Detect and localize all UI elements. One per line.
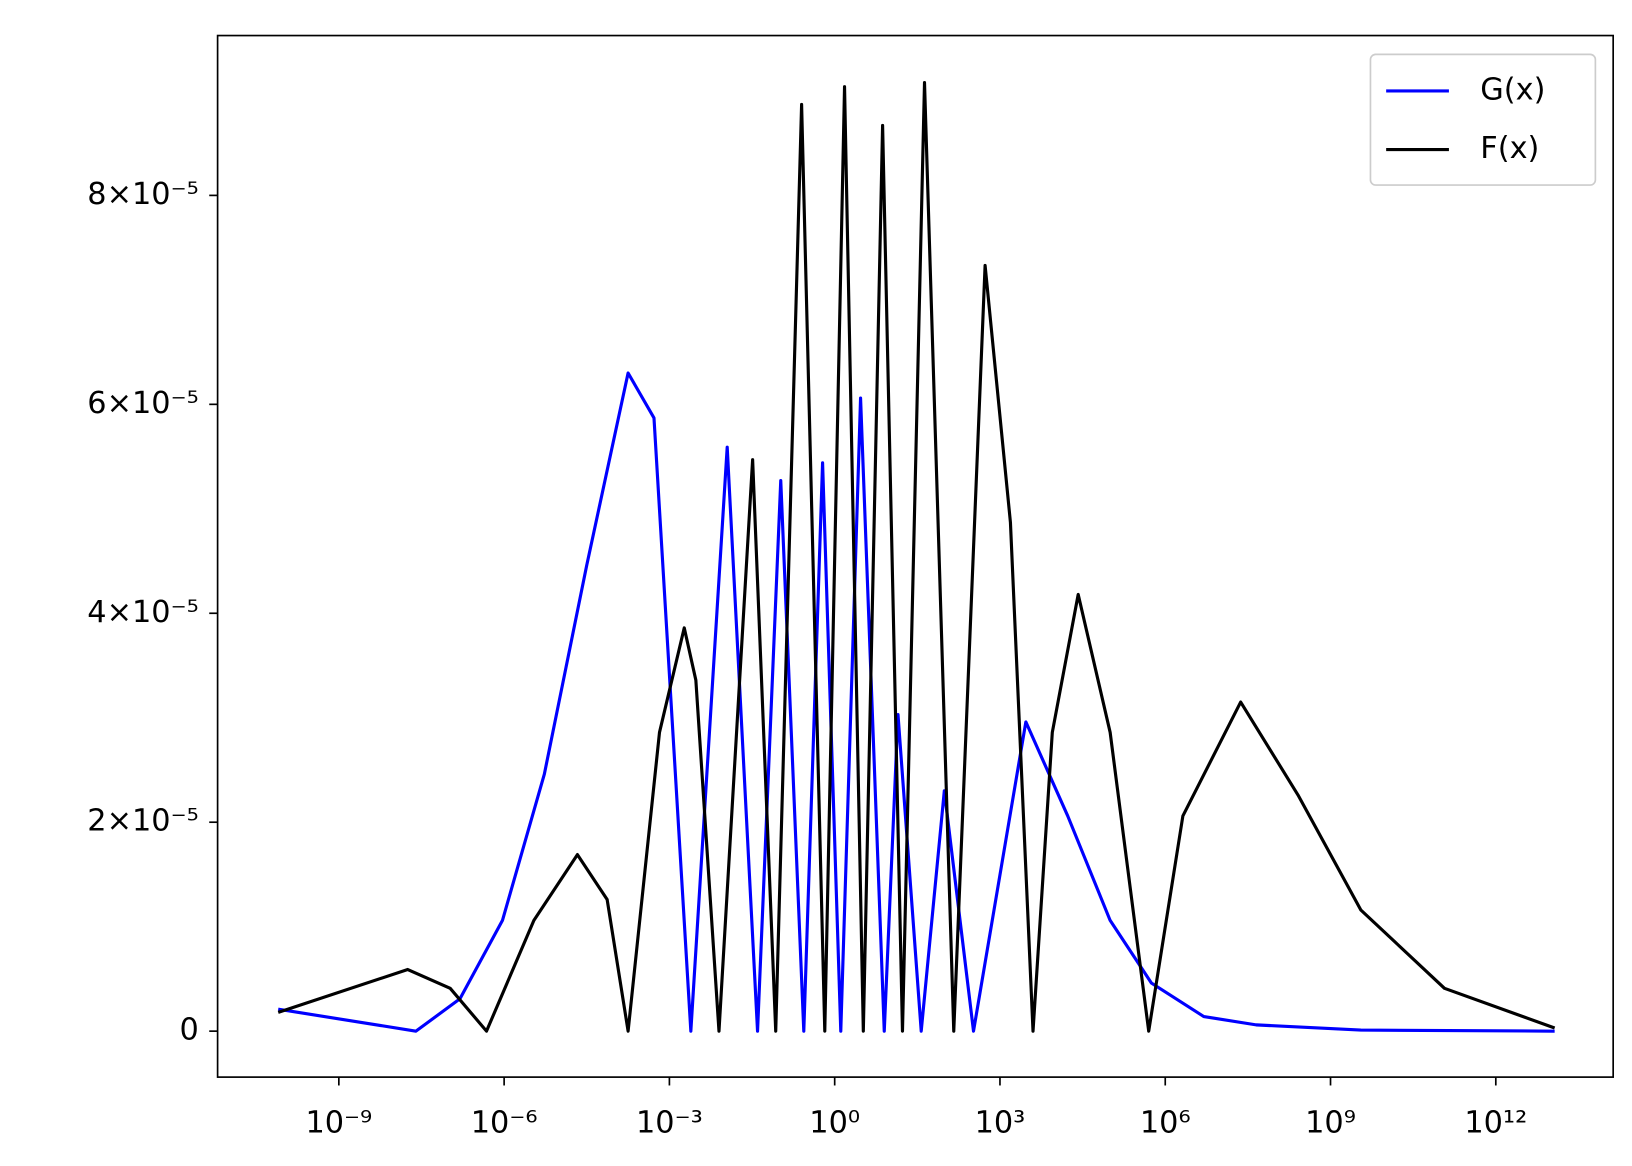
y-tick-label: 0 <box>179 1013 198 1048</box>
legend: G(x) F(x) <box>1369 53 1597 186</box>
legend-label: F(x) <box>1480 131 1539 166</box>
y-tick-label: 8×10⁻⁵ <box>87 177 198 212</box>
x-tick-label: 10⁻⁹ <box>305 1106 372 1141</box>
x-tick-label: 10⁰ <box>809 1106 860 1141</box>
y-tick-label: 2×10⁻⁵ <box>87 804 198 839</box>
x-tick-label: 10³ <box>975 1106 1026 1141</box>
x-tick-label: 10⁶ <box>1140 1106 1191 1141</box>
legend-box <box>1369 53 1597 186</box>
plot-frame <box>216 34 1615 1078</box>
x-tick-label: 10⁻³ <box>636 1106 703 1141</box>
data-line <box>277 371 1555 1033</box>
y-tick-label: 6×10⁻⁵ <box>87 386 198 421</box>
x-tick-label: 10¹² <box>1464 1106 1527 1141</box>
legend-label: G(x) <box>1480 72 1545 107</box>
x-tick-label: 10⁹ <box>1305 1106 1356 1141</box>
data-line <box>277 80 1556 1033</box>
x-tick-label: 10⁻⁶ <box>471 1106 538 1141</box>
y-tick-label: 4×10⁻⁵ <box>87 595 198 630</box>
